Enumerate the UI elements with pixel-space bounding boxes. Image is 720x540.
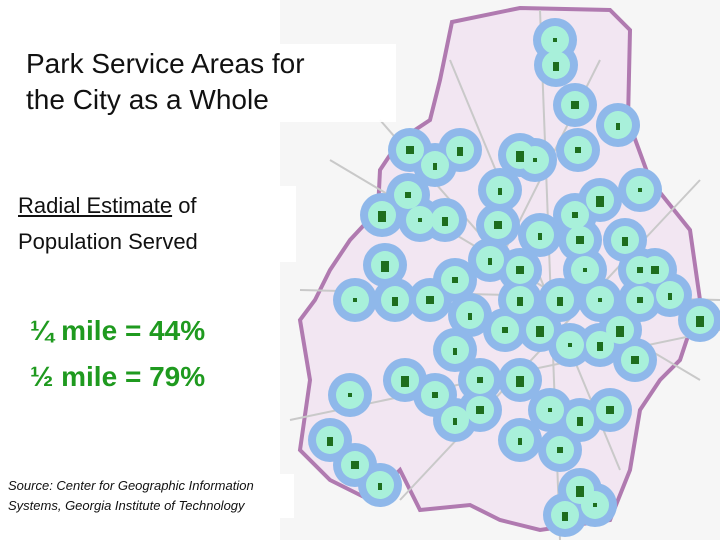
subtitle-line-2: Population Served [18,229,198,254]
park-marker [378,211,386,222]
park-marker [348,393,352,397]
park-marker [432,392,438,398]
park-marker [426,296,434,304]
park-marker [616,326,624,337]
park-marker [476,406,484,414]
park-marker [553,38,557,42]
source-line-1: Source: Center for Geographic Informatio… [8,478,254,493]
park-marker [401,376,409,387]
park-marker [518,438,522,445]
park-marker [651,266,659,274]
park-marker [696,316,704,327]
park-marker [477,377,483,383]
park-marker [405,192,411,198]
park-marker [598,298,602,302]
park-marker [616,123,620,130]
park-marker [538,233,542,240]
park-marker [453,348,457,355]
park-marker [468,313,472,320]
park-marker [637,267,643,273]
park-marker [516,376,524,387]
park-marker [502,327,508,333]
park-marker [548,408,552,412]
park-marker [452,277,458,283]
park-marker [562,512,568,521]
park-marker [494,221,502,229]
subtitle-block: Radial Estimate of Population Served [10,186,296,262]
park-marker [498,188,502,195]
map-title: Park Service Areas for the City as a Who… [14,44,396,122]
park-marker [638,188,642,192]
stat-quarter-mile: ¼ mile = 44% [30,315,206,346]
park-marker [577,417,583,426]
park-marker [516,266,524,274]
park-marker [517,297,523,306]
park-marker [533,158,537,162]
park-marker [327,437,333,446]
park-marker [418,218,422,222]
subtitle-rest: of [172,193,197,218]
park-marker [457,147,463,156]
subtitle-underlined: Radial Estimate [18,193,173,218]
source-credit: Source: Center for Geographic Informatio… [4,474,294,518]
park-marker [572,212,578,218]
park-marker [378,483,382,490]
park-marker [631,356,639,364]
park-marker [668,293,672,300]
park-marker [576,486,584,497]
park-marker [597,342,603,351]
subtitle-line-1: Radial Estimate of [18,188,288,224]
park-marker [392,297,398,306]
park-marker [575,147,581,153]
park-marker [557,447,563,453]
park-marker [488,258,492,265]
park-marker [351,461,359,469]
park-marker [637,297,643,303]
park-marker [442,217,448,226]
stat-half-mile: ½ mile = 79% [30,361,206,392]
park-marker [553,62,559,71]
park-marker [568,343,572,347]
park-marker [606,406,614,414]
park-marker [381,261,389,272]
title-line-1: Park Service Areas for [26,48,305,79]
park-marker [516,151,524,162]
park-marker [536,326,544,337]
stats-block: ¼ mile = 44% ½ mile = 79% [22,308,214,400]
parks [327,38,704,521]
title-line-2: the City as a Whole [26,84,269,115]
park-marker [557,297,563,306]
park-marker [583,268,587,272]
park-marker [453,418,457,425]
park-marker [571,101,579,109]
park-marker [593,503,597,507]
park-marker [433,163,437,170]
park-marker [596,196,604,207]
park-marker [622,237,628,246]
source-line-2: Systems, Georgia Institute of Technology [8,498,245,513]
park-marker [406,146,414,154]
park-marker [576,236,584,244]
park-marker [353,298,357,302]
